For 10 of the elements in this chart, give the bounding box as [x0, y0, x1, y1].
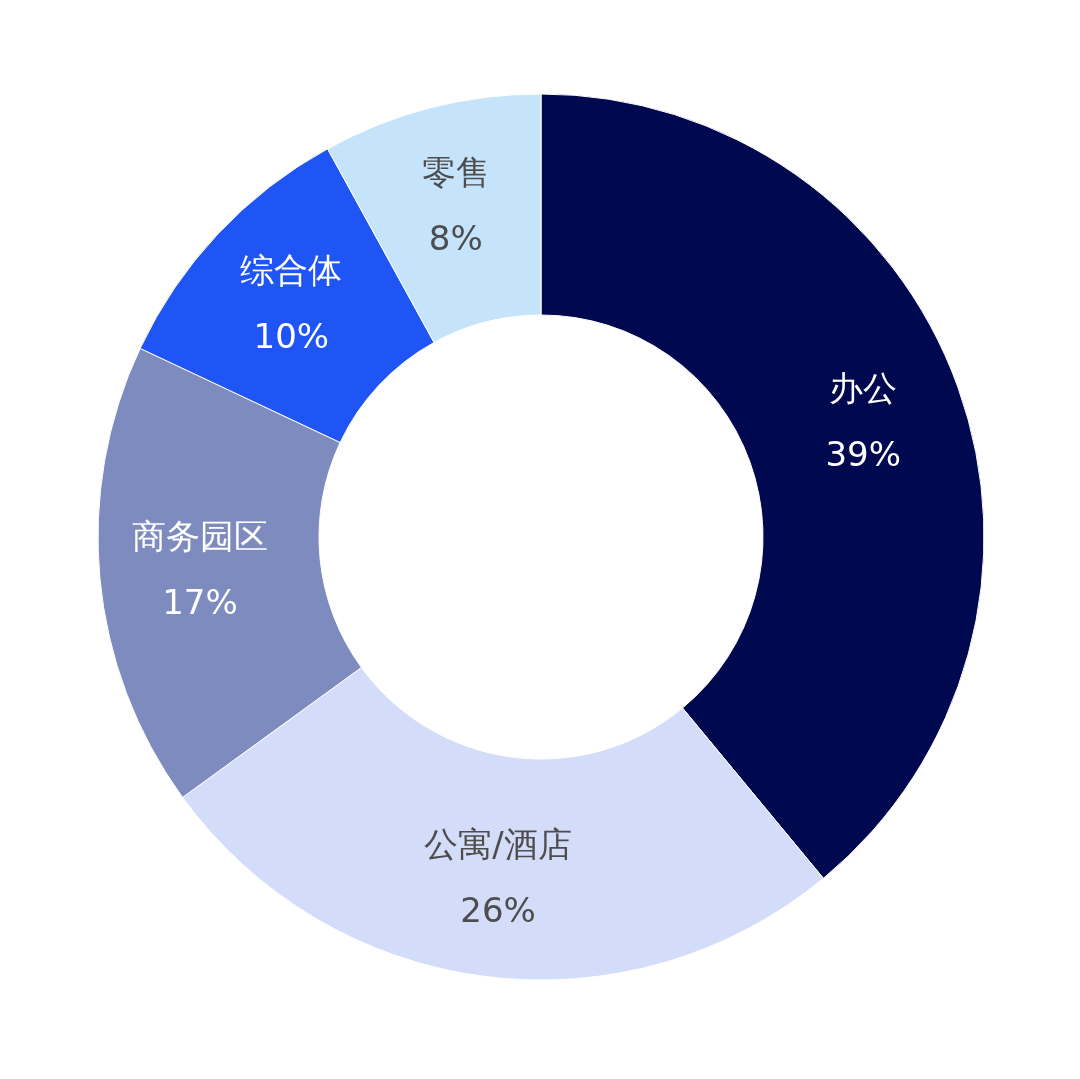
data-label: 8% [428, 218, 483, 259]
data-label: 26% [460, 889, 536, 930]
slice-label: 公寓/酒店 [424, 823, 572, 864]
slice-label: 商务园区 [132, 516, 269, 557]
slice-label: 综合体 [240, 249, 343, 290]
slice-label: 零售 [421, 152, 490, 193]
slice-label: 办公 [829, 367, 898, 408]
data-label: 39% [825, 433, 902, 474]
data-label: 17% [162, 582, 238, 623]
data-label: 10% [253, 315, 330, 356]
